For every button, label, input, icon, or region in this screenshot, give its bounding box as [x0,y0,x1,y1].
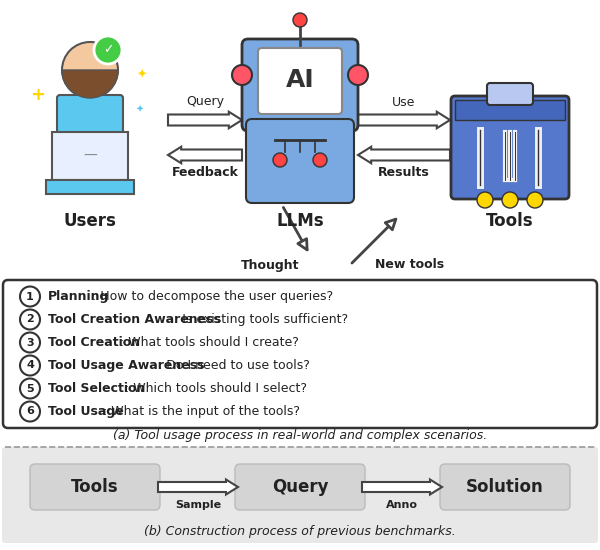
FancyArrow shape [358,112,450,128]
Circle shape [348,65,368,85]
Circle shape [62,42,118,98]
FancyBboxPatch shape [46,180,134,194]
Text: Sample: Sample [175,500,221,510]
Text: New tools: New tools [376,258,445,272]
Text: AI: AI [286,68,314,92]
Text: Tool Creation: Tool Creation [48,336,140,349]
Text: 5: 5 [26,383,34,393]
Circle shape [477,192,493,208]
FancyBboxPatch shape [57,95,123,133]
FancyBboxPatch shape [451,96,569,199]
Text: 1: 1 [26,292,34,301]
Circle shape [20,402,40,421]
Text: LLMs: LLMs [276,212,324,230]
Text: 6: 6 [26,406,34,416]
FancyBboxPatch shape [235,464,365,510]
Text: ✓: ✓ [103,43,113,57]
Circle shape [313,153,327,167]
Text: Query: Query [272,478,328,496]
FancyBboxPatch shape [30,464,160,510]
Text: Users: Users [64,212,116,230]
Text: Planning: Planning [48,290,109,303]
Circle shape [20,355,40,376]
Text: ✦: ✦ [136,105,144,115]
Text: : What is the input of the tools?: : What is the input of the tools? [103,405,300,418]
Text: Thought: Thought [241,258,299,272]
Text: : Which tools should I select?: : Which tools should I select? [125,382,307,395]
Circle shape [502,192,518,208]
Circle shape [94,36,122,64]
Wedge shape [62,70,118,98]
Text: —: — [83,149,97,163]
Text: Anno: Anno [386,500,418,510]
FancyBboxPatch shape [246,119,354,203]
Text: ✦: ✦ [137,69,147,81]
FancyArrow shape [168,112,242,128]
Text: Tool Selection: Tool Selection [48,382,145,395]
Circle shape [20,333,40,353]
Text: 3: 3 [26,338,34,348]
Text: Results: Results [378,167,430,179]
Text: Tools: Tools [486,212,534,230]
Text: Tool Usage: Tool Usage [48,405,124,418]
Circle shape [527,192,543,208]
FancyArrow shape [158,480,238,494]
Text: : Do I need to use tools?: : Do I need to use tools? [158,359,310,372]
FancyBboxPatch shape [258,48,342,114]
FancyBboxPatch shape [2,447,598,543]
Circle shape [273,153,287,167]
Text: Feedback: Feedback [172,167,238,179]
Text: : What tools should I create?: : What tools should I create? [119,336,298,349]
Circle shape [232,65,252,85]
FancyArrow shape [362,480,442,494]
FancyBboxPatch shape [487,83,533,105]
Text: 2: 2 [26,315,34,324]
Text: Tools: Tools [71,478,119,496]
Circle shape [293,13,307,27]
Circle shape [20,310,40,329]
FancyArrow shape [358,147,450,163]
Text: Tool Usage Awareness: Tool Usage Awareness [48,359,205,372]
Circle shape [20,287,40,306]
Text: Query: Query [186,96,224,108]
FancyArrow shape [168,147,242,163]
FancyBboxPatch shape [3,280,597,428]
Circle shape [20,378,40,399]
FancyBboxPatch shape [52,132,128,180]
Text: Solution: Solution [466,478,544,496]
Text: (b) Construction process of previous benchmarks.: (b) Construction process of previous ben… [144,525,456,538]
FancyBboxPatch shape [455,100,565,120]
Text: : Is existing tools sufficient?: : Is existing tools sufficient? [175,313,349,326]
Text: (a) Tool usage process in real-world and complex scenarios.: (a) Tool usage process in real-world and… [113,428,487,442]
Text: Use: Use [392,96,416,108]
Text: 4: 4 [26,360,34,371]
Text: Tool Creation Awareness: Tool Creation Awareness [48,313,221,326]
Text: +: + [31,86,46,104]
FancyBboxPatch shape [242,39,358,131]
FancyBboxPatch shape [440,464,570,510]
Text: : How to decompose the user queries?: : How to decompose the user queries? [92,290,333,303]
